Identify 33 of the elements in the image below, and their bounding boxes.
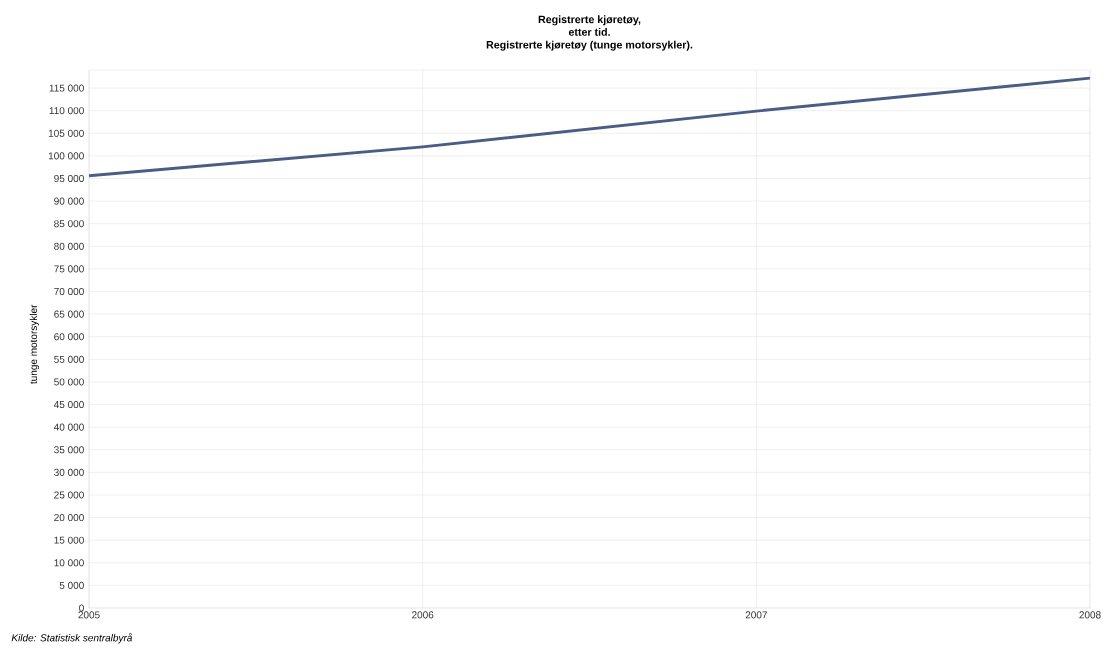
y-tick-label: 10 000 (54, 559, 84, 567)
y-tick-label: 105 000 (48, 129, 84, 137)
y-tick-label: 60 000 (54, 333, 84, 341)
y-tick-label: 90 000 (54, 197, 84, 205)
chart-subtitle: Registrerte kjøretøy (tunge motorsykler). (486, 40, 693, 51)
y-tick-label: 0 (79, 604, 84, 612)
y-tick-label: 55 000 (54, 355, 84, 363)
x-tick-label: 2008 (1079, 611, 1101, 619)
y-tick-label: 20 000 (54, 514, 84, 522)
y-tick-label: 70 000 (54, 287, 84, 296)
y-tick-label: 115 000 (49, 84, 84, 92)
y-tick-label: 35 000 (54, 446, 84, 454)
y-tick-label: 15 000 (54, 536, 84, 544)
y-tick-label: 100 000 (48, 152, 84, 160)
y-tick-label: 110 000 (49, 107, 84, 115)
y-tick-label: 5 000 (59, 581, 84, 589)
y-tick-label: 45 000 (53, 401, 84, 409)
y-tick-label: 40 000 (53, 423, 84, 431)
line-series (89, 76, 1090, 178)
y-tick-label: 80 000 (54, 242, 84, 250)
y-tick-label: 85 000 (54, 220, 84, 228)
y-tick-label: 65 000 (54, 310, 84, 318)
y-tick-label: 95 000 (54, 174, 84, 183)
x-tick-label: 2007 (745, 611, 767, 619)
chart-title: Registrerte kjøretøy, etter tid. (538, 15, 641, 36)
y-tick-label: 30 000 (54, 468, 84, 476)
y-tick-label: 50 000 (54, 378, 84, 386)
text: Kilde: Statistisk sentralbyrå (11, 633, 133, 644)
x-tick-label: 2005 (78, 611, 100, 619)
x-tick-label: 2006 (412, 611, 434, 619)
y-tick-label: 25 000 (54, 491, 84, 499)
y-axis-title: tunge motorsykler (29, 304, 39, 384)
y-tick-label: 75 000 (54, 265, 84, 273)
